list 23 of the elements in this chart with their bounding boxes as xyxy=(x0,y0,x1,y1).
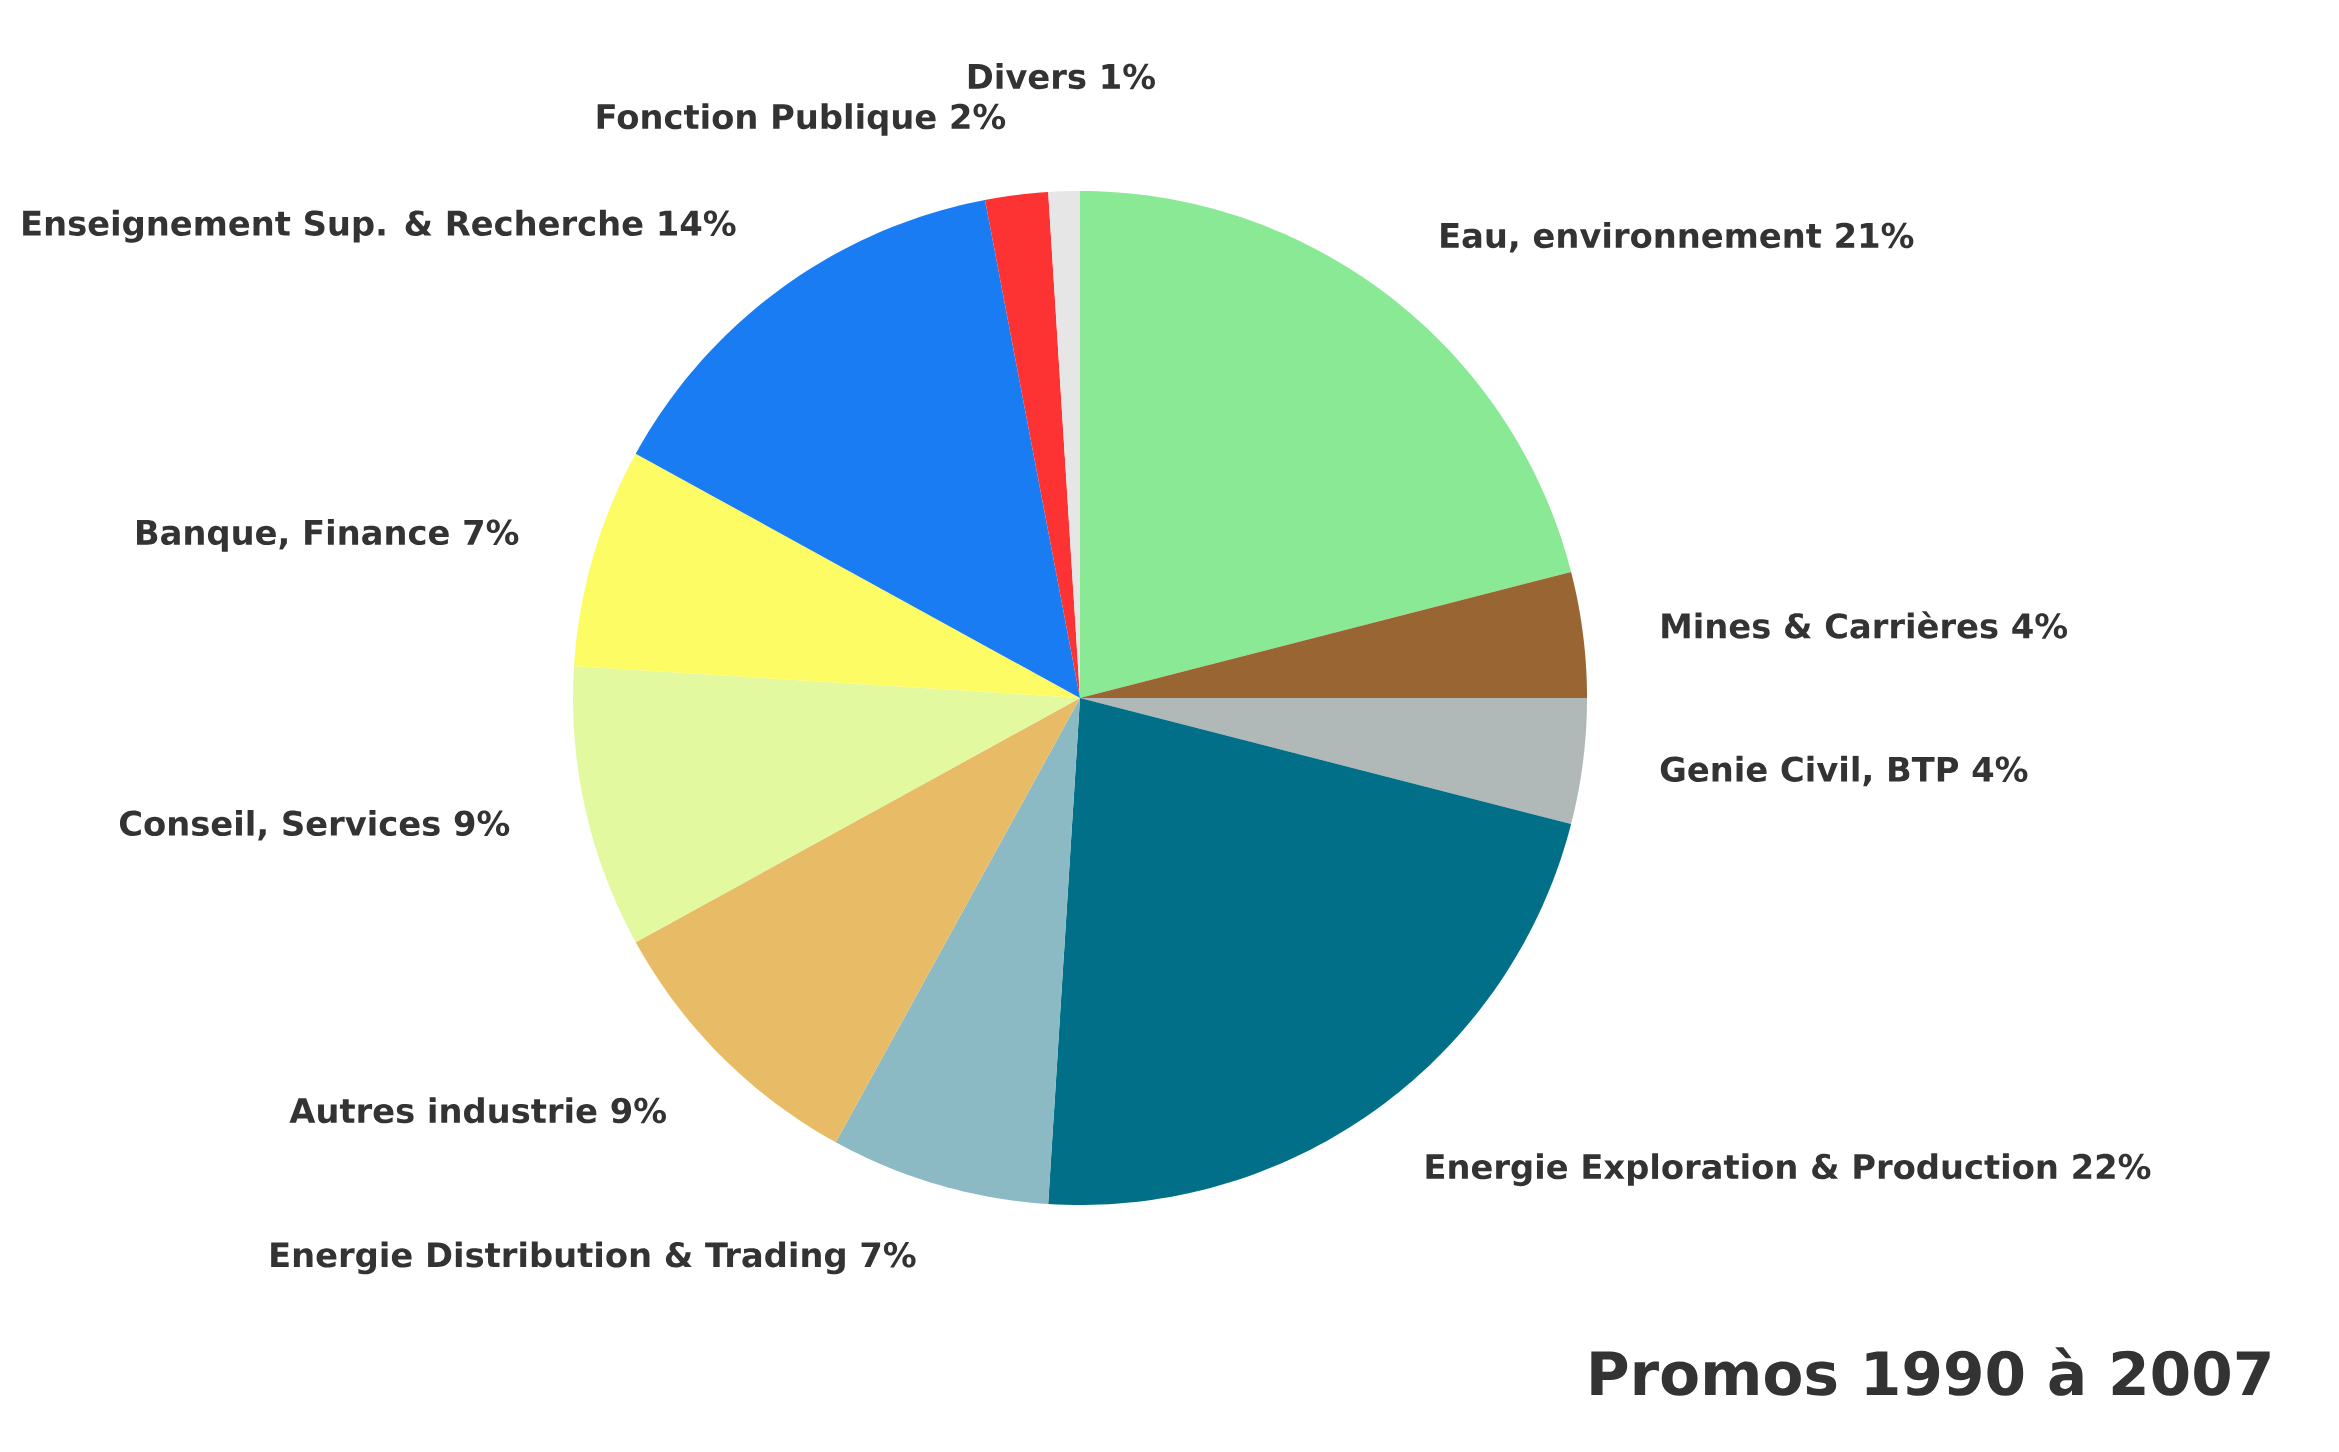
slice-label: Enseignement Sup. & Recherche xyxy=(23,209,643,243)
data-label: 4% xyxy=(1972,756,2028,782)
data-label: 21% xyxy=(1836,222,1914,249)
slice-label: Energie Distribution & Trading xyxy=(271,1241,845,1275)
slice-label: Fonction Publique xyxy=(597,103,936,136)
data-label: 9% xyxy=(454,810,510,837)
slice-label: Energie Exploration & Production xyxy=(1426,1153,2057,1187)
data-label: 9% xyxy=(611,1097,666,1124)
data-label: 4% xyxy=(2012,613,2068,639)
slice-label: Divers xyxy=(968,63,1086,90)
slice-label: Conseil, Services xyxy=(119,809,440,841)
slice-label: Eau, environnement xyxy=(1441,222,1822,253)
slice-label: Banque, Finance xyxy=(137,518,449,552)
data-label: 14% xyxy=(659,210,736,236)
data-label: 22% xyxy=(2073,1153,2151,1180)
data-label: 2% xyxy=(951,103,1006,130)
slice-label: Mines & Carrières xyxy=(1662,611,1998,639)
data-label: 7% xyxy=(464,519,519,546)
slice-label: Genie Civil, BTP xyxy=(1660,755,1959,787)
text: Promos 1990 à 2007 xyxy=(1591,1347,2270,1396)
slice-label: Autres industrie xyxy=(289,1097,597,1124)
data-label: 7% xyxy=(861,1242,916,1268)
data-label: 1% xyxy=(1102,63,1155,90)
